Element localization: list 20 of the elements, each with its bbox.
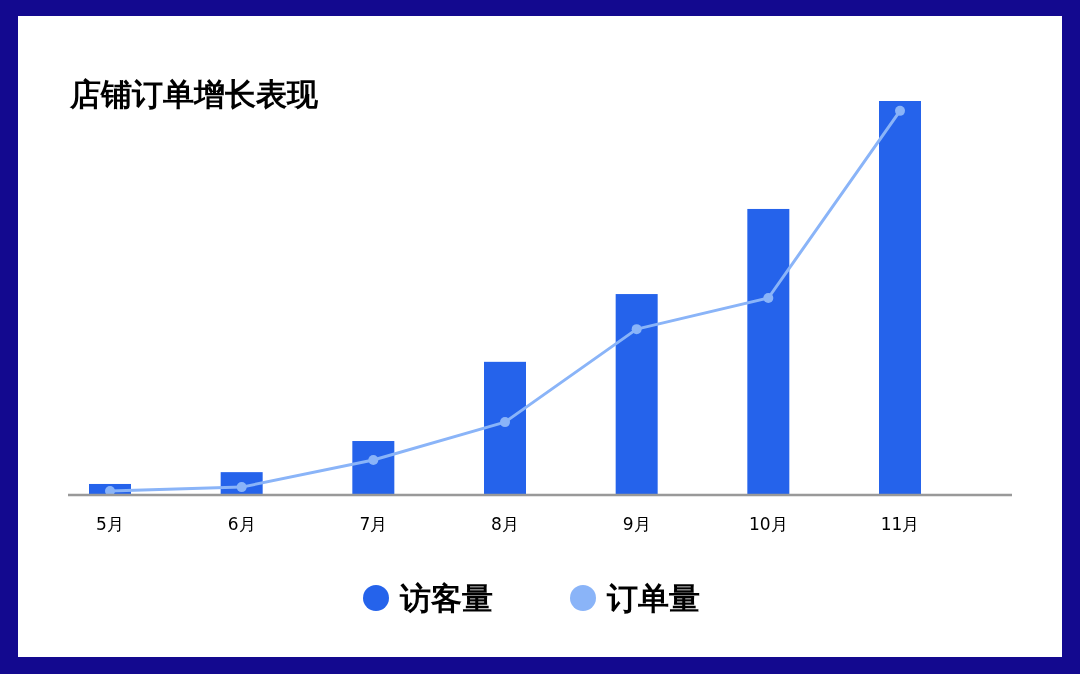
bar [352,441,395,495]
x-tick-label: 6月 [227,514,256,534]
x-tick-label: 5月 [96,514,124,534]
x-tick-label: 10月 [749,514,788,534]
bar [484,361,526,495]
point [631,324,642,335]
bar [747,208,790,495]
point [895,105,905,116]
bar [615,294,658,495]
x-tick-label: 8月 [491,514,519,534]
legend-label: 访客量 [399,580,493,616]
x-tick-label: 11月 [880,514,920,534]
legend-label: 订单量 [606,580,700,616]
point [763,293,774,303]
x-tick-label: 7月 [359,514,388,534]
chart-title: 店铺订单增长表现 [69,76,319,112]
point [368,454,379,465]
x-tick-label: 9月 [622,514,651,534]
bar [879,101,921,495]
point [500,417,510,428]
